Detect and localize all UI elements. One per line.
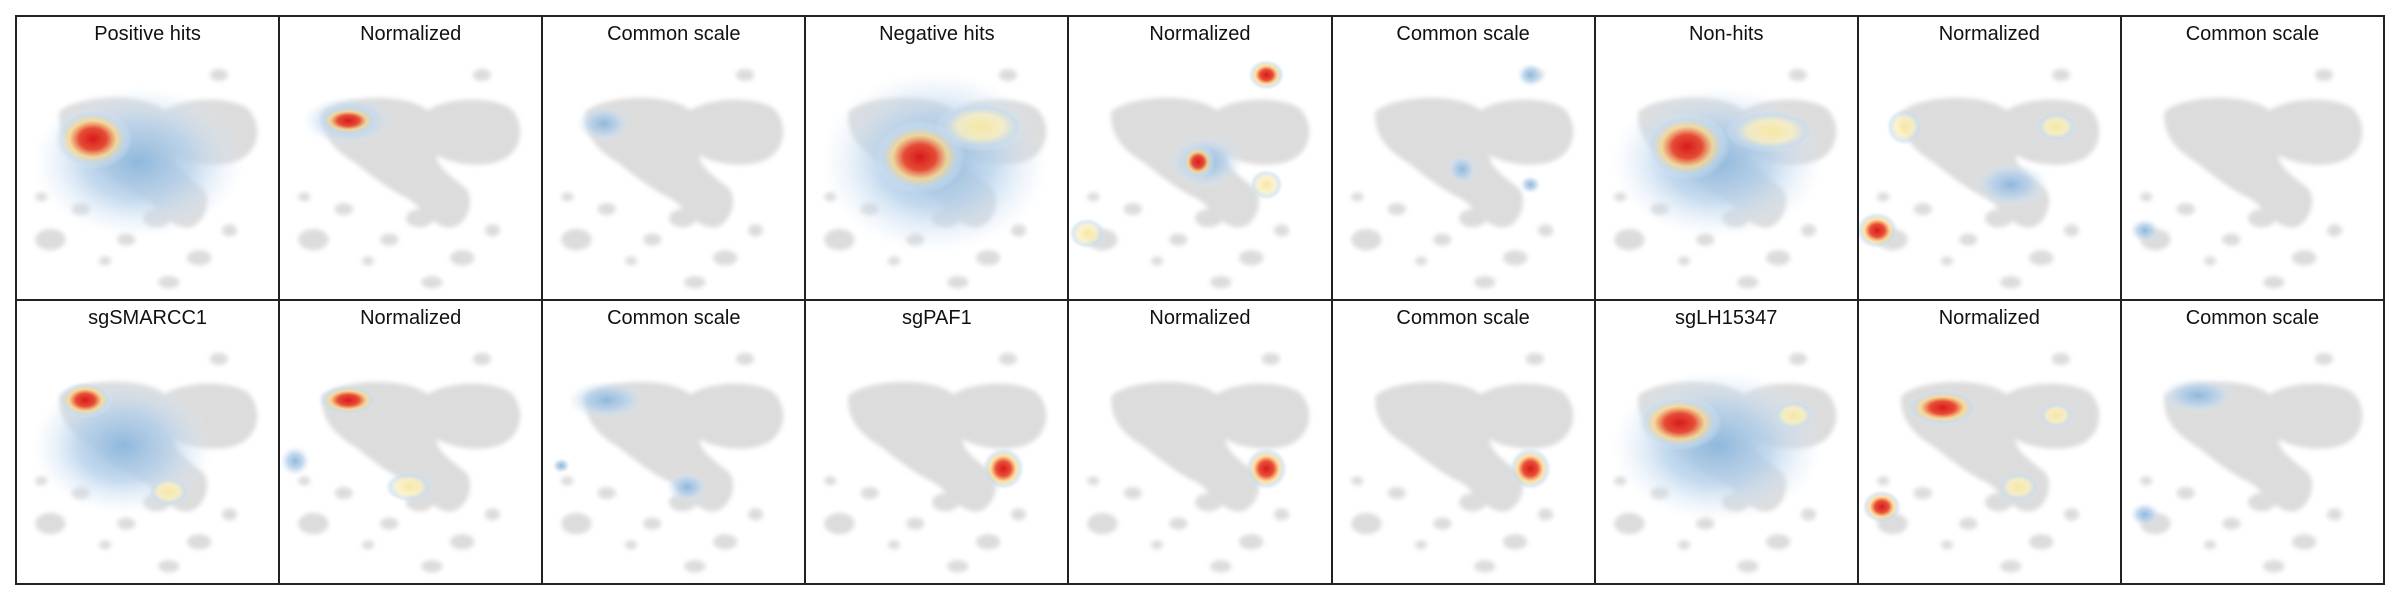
density-spot — [1996, 471, 2040, 503]
density-spot — [874, 120, 966, 194]
density-spot — [1446, 154, 1477, 185]
density-plot — [1333, 301, 1594, 583]
density-spot — [147, 476, 191, 507]
embedding — [561, 69, 783, 289]
density-spot — [666, 471, 709, 503]
density-plot — [1069, 59, 1330, 299]
embedding — [1877, 353, 2099, 573]
density-spot — [318, 384, 379, 416]
density-plot — [1861, 301, 2120, 583]
density-spot — [1644, 113, 1730, 181]
panel-title: Normalized — [360, 23, 462, 45]
embedding — [2140, 69, 2362, 289]
panel: Normalized — [1068, 300, 1332, 584]
density-spot — [1245, 447, 1289, 491]
density-spot — [53, 108, 133, 170]
density-spot — [1069, 218, 1106, 249]
density-spot — [57, 381, 113, 419]
density-spot — [1886, 108, 1923, 146]
panel-title: Common scale — [1396, 23, 1530, 45]
density-spot — [1905, 389, 1979, 426]
panel-title: Common scale — [2185, 23, 2320, 45]
panel: Non-hits — [1594, 16, 1858, 300]
panel-title: Negative hits — [879, 23, 995, 45]
panel-title: sgSMARCC1 — [88, 307, 208, 329]
panel-title: Common scale — [2185, 307, 2320, 329]
density-spot — [576, 105, 632, 142]
panel: Normalized — [1068, 16, 1332, 300]
panel: Positive hits — [16, 16, 280, 300]
panel: Common scale — [542, 16, 806, 300]
density-spot — [32, 85, 245, 239]
density-spot — [1858, 212, 1899, 249]
density-spot — [2159, 377, 2236, 414]
density-spot — [1724, 109, 1816, 153]
panel: Common scale — [2120, 300, 2384, 584]
density-plot — [32, 301, 278, 583]
panel-title: Common scale — [607, 23, 741, 45]
density-plot — [821, 17, 1050, 299]
panel-title: Normalized — [360, 307, 462, 329]
density-spot — [2037, 401, 2075, 430]
density-spot — [1248, 59, 1286, 91]
panel-title: Normalized — [1938, 307, 2040, 329]
panel-title: Normalized — [1149, 307, 1251, 329]
panel: Common scale — [1331, 300, 1595, 584]
panel-title: Common scale — [1396, 307, 1530, 329]
density-plot — [280, 17, 541, 299]
density-spot — [2129, 218, 2160, 243]
density-spot — [2034, 111, 2078, 142]
density-plot — [1610, 301, 1857, 583]
panel-title: Normalized — [1938, 23, 2040, 45]
density-plot — [2129, 17, 2383, 299]
density-spot — [1508, 447, 1552, 491]
density-spot — [318, 105, 379, 136]
density-plot — [280, 301, 541, 583]
panel-title: Common scale — [607, 307, 741, 329]
panel: Normalized — [1857, 300, 2121, 584]
panel: Common scale — [2120, 16, 2384, 300]
panel: sgSMARCC1 — [16, 300, 280, 584]
panel: Normalized — [279, 16, 543, 300]
density-spot — [384, 471, 434, 503]
density-spot — [1181, 145, 1216, 179]
density-plot — [2129, 301, 2383, 583]
density-plot — [543, 17, 804, 299]
density-spot — [1516, 62, 1544, 88]
density-spot — [1972, 161, 2049, 208]
density-spot — [982, 447, 1025, 491]
panel: Normalized — [1857, 16, 2121, 300]
density-spot — [1519, 175, 1541, 194]
density-plot — [1069, 301, 1330, 583]
panel: sgLH15347 — [1594, 300, 1858, 584]
panel-title: Positive hits — [94, 23, 201, 45]
panel-title: sgPAF1 — [902, 307, 972, 329]
density-plot — [1333, 62, 1594, 299]
density-spot — [1610, 369, 1824, 523]
density-plot — [1858, 17, 2120, 299]
panel-title: Non-hits — [1688, 23, 1764, 45]
density-plot — [806, 301, 1067, 583]
panel: Common scale — [1331, 16, 1595, 300]
density-spot — [1771, 400, 1815, 431]
embedding — [298, 353, 520, 573]
density-plot — [552, 301, 804, 583]
panel-title: Normalized — [1149, 23, 1251, 45]
density-plot — [1610, 17, 1857, 299]
density-spot — [2129, 502, 2160, 527]
panel: sgPAF1 — [805, 300, 1069, 584]
density-spot — [552, 458, 571, 474]
panel-title: sgLH15347 — [1675, 307, 1778, 329]
panel: Common scale — [542, 300, 806, 584]
density-plot — [32, 17, 278, 299]
density-spot — [567, 380, 647, 420]
panel: Negative hits — [805, 16, 1069, 300]
density-spot — [1636, 395, 1722, 451]
density-spot — [1861, 490, 1902, 524]
panel: Normalized — [279, 300, 543, 584]
density-spot — [1250, 169, 1284, 200]
panel-grid: Positive hits Normalized Common scale Negat… — [15, 15, 2385, 585]
density-spot — [280, 445, 311, 477]
